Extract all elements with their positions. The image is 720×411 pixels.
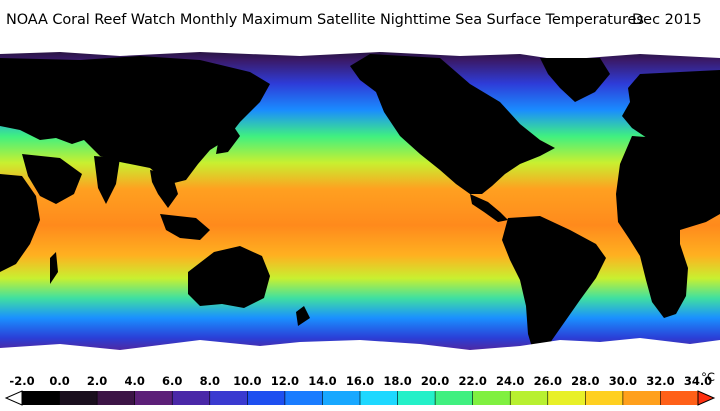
colorbar-segment <box>134 391 173 405</box>
colorbar-tick-label: 8.0 <box>199 374 220 388</box>
colorbar-max-arrow <box>697 390 716 406</box>
map-title: NOAA Coral Reef Watch Monthly Maximum Sa… <box>6 12 644 28</box>
colorbar-segment <box>59 391 98 405</box>
colorbar-tick-label: 14.0 <box>308 374 337 388</box>
colorbar-tick-label: 12.0 <box>270 374 300 388</box>
colorbar-tick-label: 26.0 <box>533 374 562 388</box>
colorbar-min-arrow <box>4 390 23 406</box>
colorbar-segment <box>209 391 248 405</box>
colorbar-segment <box>22 391 61 405</box>
colorbar-tick-label: 24.0 <box>496 374 525 388</box>
colorbar-tick-label: 10.0 <box>233 374 262 388</box>
colorbar-segment <box>284 391 323 405</box>
colorbar-segment <box>172 391 211 405</box>
sst-map <box>0 44 720 374</box>
colorbar-segment <box>322 391 361 405</box>
colorbar-tick-label: 16.0 <box>345 374 375 388</box>
colorbar-tick-label: 32.0 <box>646 374 675 388</box>
colorbar-segment <box>547 391 586 405</box>
colorbar-tick-label: 34.0 <box>683 374 713 388</box>
colorbar-segment <box>247 391 286 405</box>
colorbar-tick-label: 4.0 <box>124 374 145 388</box>
colorbar-tick-label: 28.0 <box>571 374 600 388</box>
colorbar-tick-label: 18.0 <box>383 374 412 388</box>
colorbar-tick-label: 30.0 <box>608 374 638 388</box>
antarctic-ice <box>0 338 720 374</box>
colorbar-tick-label: 6.0 <box>162 374 183 388</box>
arctic-ice <box>0 44 720 60</box>
map-date: Dec 2015 <box>632 12 702 28</box>
colorbar-tick-label: 20.0 <box>420 374 450 388</box>
colorbar-segment <box>585 391 624 405</box>
colorbar-segment <box>472 391 511 405</box>
colorbar-segment <box>97 391 136 405</box>
colorbar-segment <box>510 391 549 405</box>
colorbar-segment <box>622 391 661 405</box>
colorbar-unit: °C <box>701 370 715 384</box>
colorbar-tick-label: 2.0 <box>86 374 108 388</box>
colorbar-tick-label: -2.0 <box>9 374 35 388</box>
colorbar-segment <box>397 391 436 405</box>
colorbar-tick-labels: -2.0 0.0 2.0 4.0 6.0 8.0 10.0 12.0 14.0 16.0 18.0 2… <box>0 370 720 390</box>
colorbar-tick-label: 22.0 <box>458 374 487 388</box>
temperature-colorbar <box>4 390 716 406</box>
colorbar-tick-label: 0.0 <box>49 374 70 388</box>
colorbar-segment <box>435 391 474 405</box>
colorbar-segment <box>660 391 699 405</box>
land-masses <box>0 54 720 356</box>
colorbar-segment <box>360 391 399 405</box>
